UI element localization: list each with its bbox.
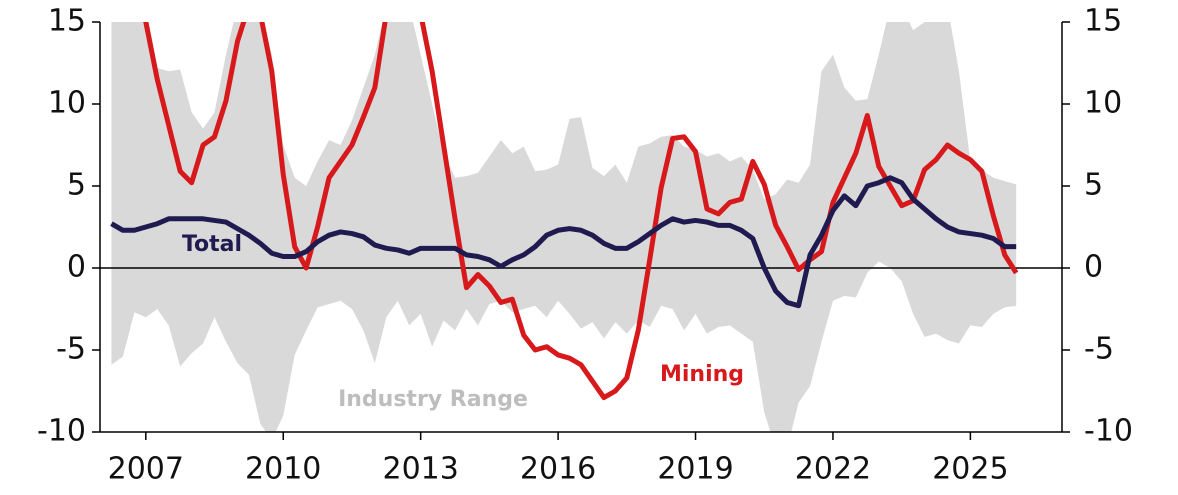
x-tick-label: 2022: [795, 452, 871, 487]
x-tick-label: 2016: [520, 452, 596, 487]
y2-tick-label: 15: [1084, 4, 1122, 39]
y2-tick-label: -10: [1084, 414, 1133, 449]
x-tick-label: 2007: [108, 452, 184, 487]
y2-tick-label: 10: [1084, 86, 1122, 121]
plot-area: [100, 22, 1062, 432]
x-tick-label: 2013: [382, 452, 458, 487]
y-tick-label: -10: [37, 414, 86, 449]
y2-tick-label: 0: [1084, 250, 1103, 285]
y-tick-label: 10: [48, 86, 86, 121]
series-label: Total: [182, 232, 242, 257]
x-tick-label: 2010: [245, 452, 321, 487]
y2-tick-label: 5: [1084, 168, 1103, 203]
y-tick-label: 5: [67, 168, 86, 203]
x-tick-label: 2025: [932, 452, 1008, 487]
series-line: [143, 22, 1019, 401]
y2-tick-label: -5: [1084, 332, 1114, 367]
x-tick-label: 2019: [657, 452, 733, 487]
range-label: Industry Range: [338, 387, 528, 412]
series-label: Mining: [660, 362, 744, 387]
y-tick-label: -5: [56, 332, 86, 367]
series-line: [110, 175, 1017, 309]
y-tick-label: 0: [67, 250, 86, 285]
y-tick-label: 15: [48, 4, 86, 39]
